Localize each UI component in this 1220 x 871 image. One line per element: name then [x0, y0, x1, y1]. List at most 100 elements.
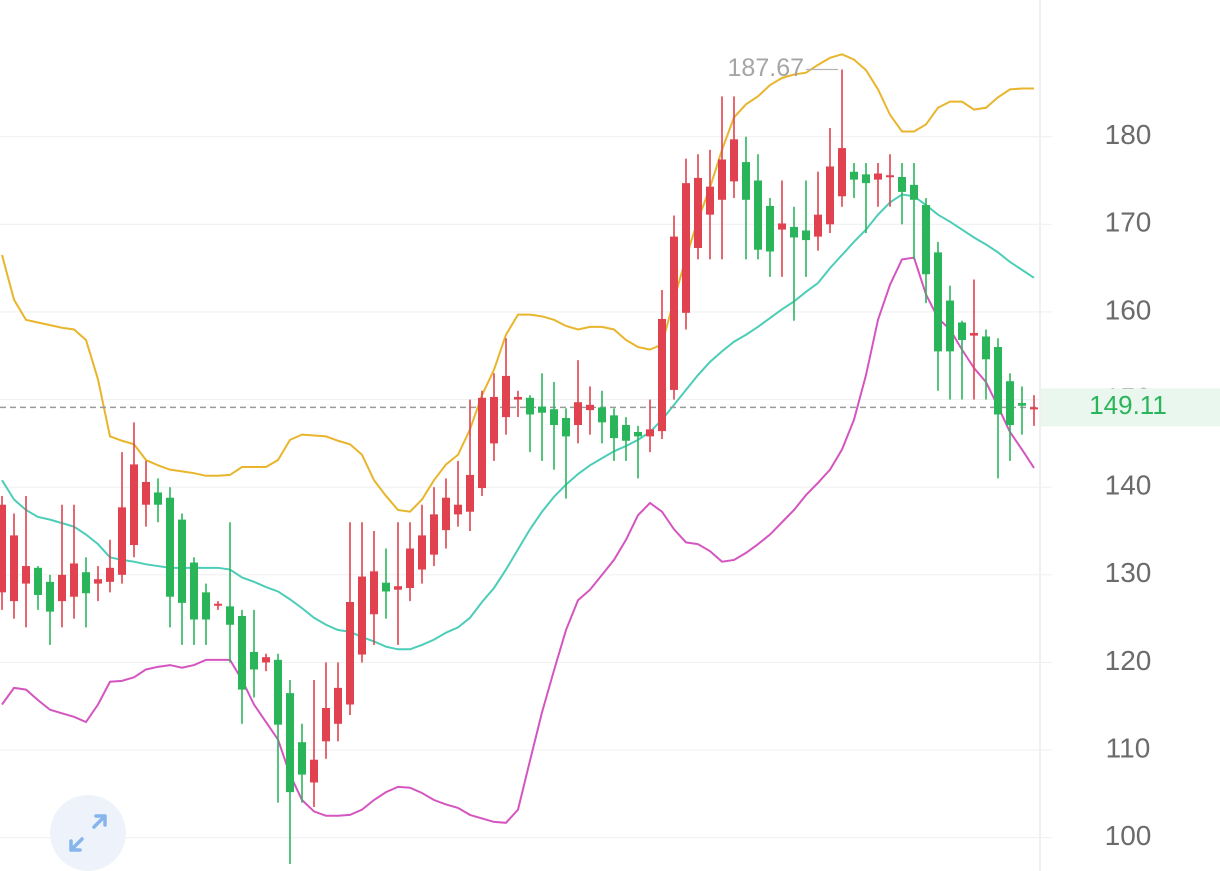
candle-body: [574, 402, 582, 425]
high-label: 187.67: [728, 54, 804, 82]
candle-body: [982, 336, 990, 360]
band-line: [1, 53, 1034, 513]
expand-button[interactable]: [50, 795, 126, 871]
candle-body: [802, 230, 810, 241]
expand-icon[interactable]: [69, 814, 107, 852]
candle-body: [586, 404, 594, 411]
candle-body: [34, 567, 42, 595]
candle-body: [694, 177, 702, 248]
candle-body: [550, 409, 558, 425]
candle-body: [370, 571, 378, 615]
candle-body: [538, 406, 546, 413]
candle-body: [154, 492, 162, 505]
candle-body: [1018, 403, 1026, 406]
candle-body: [718, 159, 726, 200]
candle-body: [670, 236, 678, 390]
candle-body: [190, 562, 198, 620]
candle-body: [994, 346, 1002, 415]
candle-body: [682, 183, 690, 313]
candle-body: [58, 574, 66, 602]
y-axis: 100110120130140150160170180149.11: [1041, 119, 1220, 851]
last-price-label: 149.11: [1089, 390, 1167, 420]
candle-body: [898, 177, 906, 192]
candle-body: [214, 603, 222, 606]
plot-area: 187.67: [0, 53, 1040, 864]
y-tick-label: 170: [1105, 207, 1152, 238]
candle-body: [118, 507, 126, 575]
candle-body: [466, 474, 474, 512]
band-line: [1, 256, 1035, 824]
candle-body: [82, 572, 90, 594]
candle-body: [478, 397, 486, 489]
candle-body: [778, 223, 786, 230]
candle-body: [490, 396, 498, 444]
y-tick-label: 110: [1106, 732, 1151, 763]
candle-body: [646, 429, 654, 437]
candle-body: [334, 687, 342, 724]
candle-body: [850, 171, 858, 180]
candle-body: [262, 657, 270, 663]
grid: [0, 136, 1052, 839]
candle-body: [514, 396, 522, 400]
candle-body: [910, 184, 918, 200]
candle-body: [430, 514, 438, 555]
candle-body: [598, 407, 606, 423]
candle-body: [442, 497, 450, 531]
candle-body: [274, 659, 282, 725]
candle-body: [706, 186, 714, 215]
candle-body: [1030, 407, 1038, 410]
candle-body: [130, 464, 138, 546]
candle-body: [766, 205, 774, 252]
candle-body: [958, 322, 966, 340]
candle-body: [922, 205, 930, 275]
candle-body: [406, 548, 414, 588]
y-tick-label: 160: [1105, 294, 1152, 325]
candle-body: [22, 566, 30, 584]
candle-body: [238, 616, 246, 690]
y-tick-label: 140: [1105, 470, 1152, 501]
candle-body: [70, 563, 78, 597]
candle-body: [166, 497, 174, 597]
candle-body: [730, 139, 738, 182]
candle-body: [322, 708, 330, 742]
y-tick-label: 180: [1105, 119, 1152, 150]
candle-body: [250, 651, 258, 670]
candle-body: [634, 431, 642, 437]
candle-body: [562, 417, 570, 437]
y-tick-label: 120: [1105, 645, 1152, 676]
candle-body: [346, 601, 354, 705]
candle-body: [838, 148, 846, 197]
candle-body: [742, 162, 750, 200]
candle-body: [502, 375, 510, 418]
candle-body: [382, 582, 390, 592]
candle-body: [946, 300, 954, 352]
candle-body: [178, 519, 186, 603]
y-tick-label: 100: [1105, 820, 1152, 851]
candle-body: [10, 535, 18, 602]
candle-body: [826, 166, 834, 225]
candle-body: [226, 606, 234, 625]
candle-body: [886, 175, 894, 178]
y-tick-label: 130: [1105, 557, 1152, 588]
candle-body: [934, 252, 942, 352]
candle-body: [622, 424, 630, 441]
candle-body: [610, 415, 618, 439]
candle-body: [358, 576, 366, 655]
candle-body: [106, 567, 114, 582]
candle-body: [874, 173, 882, 180]
candle-body: [46, 581, 54, 612]
candle-body: [754, 180, 762, 250]
last-price-box: [1041, 388, 1220, 427]
expand-button-bg[interactable]: [50, 795, 126, 871]
band-line: [1, 193, 1035, 651]
candle-body: [454, 504, 462, 515]
candle-body: [814, 214, 822, 237]
candle-body: [310, 759, 318, 783]
candle-body: [970, 332, 978, 336]
candle-body: [1006, 381, 1014, 425]
candle-body: [418, 535, 426, 570]
candle-body: [526, 397, 534, 415]
candle-body: [658, 318, 666, 432]
candle-body: [94, 579, 102, 584]
candle-body: [394, 586, 402, 590]
